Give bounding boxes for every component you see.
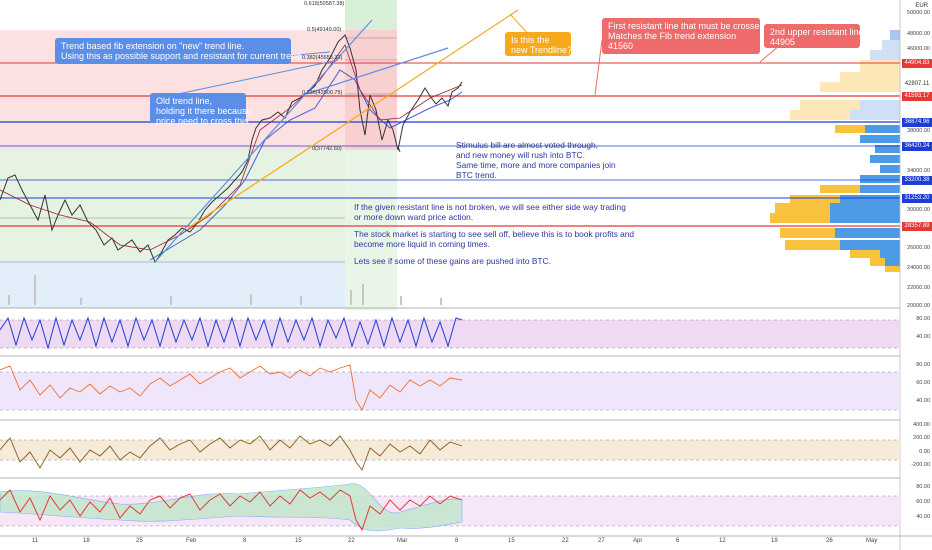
y-tick: 24000.00 xyxy=(907,265,930,271)
osc2-tick: 60.00 xyxy=(916,380,930,386)
second-resistance-callout[interactable]: 2nd upper resistant line 44905 xyxy=(764,24,864,48)
osc4-tick: 40.00 xyxy=(916,514,930,520)
stimulus-text: Stimulus bill are almost voted through, … xyxy=(456,140,616,180)
y-tick: 22000.00 xyxy=(907,285,930,291)
y-tick: 26000.00 xyxy=(907,245,930,251)
x-tick: Apr xyxy=(633,538,643,544)
gains-text: Lets see if some of these gains are push… xyxy=(354,256,551,266)
fib-level-05: 0.5(49149.00) xyxy=(307,27,342,33)
osc3-tick: 400.00 xyxy=(913,422,930,428)
fib-note-callout[interactable]: Trend based fib extension on "new" trend… xyxy=(55,38,301,64)
fib-level-0382: 0.382(45655.33) xyxy=(302,55,343,61)
osc2-tick: 40.00 xyxy=(916,398,930,404)
y-tick: 34000.00 xyxy=(907,168,930,174)
bb-oscillator-pane[interactable] xyxy=(0,483,900,532)
x-tick: 27 xyxy=(598,538,605,544)
y-tick: 30000.00 xyxy=(907,207,930,213)
stoch-rsi-pane[interactable] xyxy=(0,316,900,350)
y-tick: 50000.00 xyxy=(907,10,930,16)
rsi-pane[interactable] xyxy=(0,364,900,412)
new-trendline-callout[interactable]: Is this the new Trendline? xyxy=(505,32,572,56)
osc1-tick: 40.00 xyxy=(916,334,930,340)
volume-profile xyxy=(770,30,900,272)
y-tick: 38000.00 xyxy=(907,128,930,134)
first-resistance-callout[interactable]: First resistant line that must be crosse… xyxy=(602,18,767,54)
y-tick: 20000.00 xyxy=(907,303,930,309)
x-tick: 6 xyxy=(676,538,680,544)
x-tick: 8 xyxy=(243,538,247,544)
osc2-tick: 80.00 xyxy=(916,362,930,368)
price-label-28357: 28357.89 xyxy=(902,222,932,231)
price-label-36874: 36874.96 xyxy=(902,118,932,127)
y-tick: 46000.00 xyxy=(907,46,930,52)
price-label-31253: 31253.20 xyxy=(902,194,932,203)
x-tick: 11 xyxy=(32,538,39,544)
x-tick: 15 xyxy=(508,538,515,544)
x-tick: 25 xyxy=(136,538,143,544)
fib-level-0: 0(37742.60) xyxy=(312,146,342,152)
fib-top-label: 0.618(50587.38) xyxy=(304,1,345,7)
osc3-tick: 200.00 xyxy=(913,435,930,441)
osc4-tick: 60.00 xyxy=(916,499,930,505)
sideways-text: If the given resistant line is not broke… xyxy=(354,202,626,222)
new-trend-line[interactable] xyxy=(187,9,519,229)
osc3-tick: 0.00 xyxy=(919,449,930,455)
x-tick: 22 xyxy=(562,538,569,544)
x-tick: Mar xyxy=(397,538,408,544)
x-tick: 12 xyxy=(719,538,726,544)
currency-label: EUR xyxy=(915,3,928,9)
y-tick: 48000.00 xyxy=(907,31,930,37)
x-tick: 18 xyxy=(83,538,90,544)
x-tick: 22 xyxy=(348,538,355,544)
price-label-41593: 41593.17 xyxy=(902,92,932,101)
price-label-44904: 44904.83 xyxy=(902,59,932,68)
x-tick: 8 xyxy=(455,538,459,544)
osc3-tick: -200.00 xyxy=(911,462,930,468)
cci-pane[interactable] xyxy=(0,435,900,471)
price-label-42807: 42807.11 xyxy=(902,80,932,89)
price-label-36420: 36420.24 xyxy=(902,142,932,151)
fib-level-0236: 0.236(43500.75) xyxy=(302,90,343,96)
price-line xyxy=(0,34,463,264)
x-tick: 15 xyxy=(295,538,302,544)
x-tick: 26 xyxy=(826,538,833,544)
price-label-33200: 33200.38 xyxy=(902,176,932,185)
stock-market-text: The stock market is starting to see sell… xyxy=(354,229,635,249)
old-trend-callout[interactable]: Old trend line, holding it there because… xyxy=(150,93,252,126)
x-tick: Feb xyxy=(186,538,197,544)
osc4-tick: 80.00 xyxy=(916,484,930,490)
osc1-tick: 80.00 xyxy=(916,316,930,322)
x-tick: 19 xyxy=(771,538,778,544)
x-tick: May xyxy=(866,538,878,544)
